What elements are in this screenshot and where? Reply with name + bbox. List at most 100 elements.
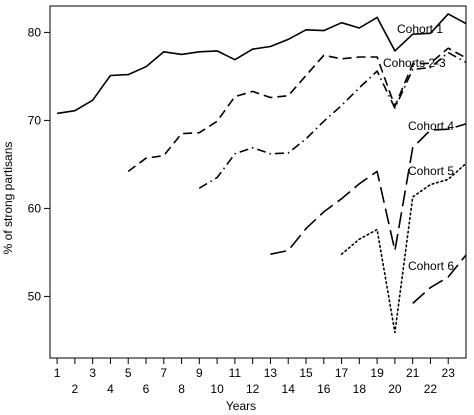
data-point xyxy=(359,239,360,240)
data-point xyxy=(234,153,235,154)
data-point xyxy=(217,50,218,51)
x-tick-label: 17 xyxy=(335,366,349,380)
data-point xyxy=(359,183,360,184)
data-point xyxy=(128,74,129,75)
data-point xyxy=(448,52,449,53)
x-tick-label: 16 xyxy=(317,382,331,396)
data-point xyxy=(146,158,147,159)
series-line xyxy=(412,254,467,304)
data-point xyxy=(270,97,271,98)
data-point xyxy=(323,30,324,31)
data-point xyxy=(110,75,111,76)
x-tick-label: 22 xyxy=(424,382,438,396)
series-2 xyxy=(198,51,467,189)
series-line xyxy=(340,162,467,334)
data-point xyxy=(128,171,129,172)
y-tick-label: 60 xyxy=(28,201,42,215)
data-point xyxy=(252,91,253,92)
data-point xyxy=(412,147,413,148)
data-point xyxy=(323,55,324,56)
series-0 xyxy=(56,13,467,115)
x-axis-title: Years xyxy=(226,399,256,413)
plot-border xyxy=(49,5,467,359)
data-point xyxy=(288,95,289,96)
data-point xyxy=(181,133,182,134)
x-tick-label: 9 xyxy=(196,366,203,380)
series-label: Cohorts 2-3 xyxy=(383,56,446,70)
data-point xyxy=(466,255,467,256)
x-tick-label: 6 xyxy=(143,382,150,396)
data-point xyxy=(466,123,467,124)
x-tick-label: 14 xyxy=(282,382,296,396)
plot-frame xyxy=(49,5,467,359)
data-point xyxy=(377,171,378,172)
x-tick-label: 15 xyxy=(299,366,313,380)
data-point xyxy=(466,163,467,164)
data-point xyxy=(377,229,378,230)
data-point xyxy=(448,13,449,14)
y-axis-title: % of strong partisans xyxy=(1,142,15,255)
data-point xyxy=(252,147,253,148)
data-point xyxy=(270,153,271,154)
data-point xyxy=(199,132,200,133)
data-point xyxy=(412,303,413,304)
data-point xyxy=(377,57,378,58)
data-point xyxy=(323,211,324,212)
data-point xyxy=(359,57,360,58)
data-point xyxy=(270,46,271,47)
data-point xyxy=(306,29,307,30)
data-point xyxy=(377,71,378,72)
x-tick-label: 8 xyxy=(178,382,185,396)
data-point xyxy=(341,58,342,59)
data-point xyxy=(394,250,395,251)
data-point xyxy=(466,23,467,24)
x-tick-label: 3 xyxy=(89,366,96,380)
data-point xyxy=(448,48,449,49)
data-point xyxy=(359,28,360,29)
series-layer xyxy=(56,13,467,334)
y-tick-label: 50 xyxy=(28,289,42,303)
x-tick-label: 2 xyxy=(72,382,79,396)
series-5 xyxy=(412,254,467,304)
data-point xyxy=(430,287,431,288)
data-point xyxy=(306,138,307,139)
y-tick-label: 80 xyxy=(28,25,42,39)
data-point xyxy=(394,50,395,51)
data-point xyxy=(217,121,218,122)
data-point xyxy=(430,184,431,185)
data-point xyxy=(199,51,200,52)
data-point xyxy=(341,22,342,23)
data-point xyxy=(288,250,289,251)
data-point xyxy=(341,254,342,255)
data-point xyxy=(181,54,182,55)
data-point xyxy=(163,51,164,52)
data-point xyxy=(323,121,324,122)
x-tick-label: 5 xyxy=(125,366,132,380)
x-axis: 1 3 5 7 9 11 13 15 17 19 21 232 4 6 8 10 12 14 16 18 20 22 xyxy=(54,358,455,396)
data-point xyxy=(448,179,449,180)
data-point xyxy=(466,62,467,63)
x-tick-label: 4 xyxy=(107,382,114,396)
data-point xyxy=(359,87,360,88)
data-point xyxy=(341,198,342,199)
x-tick-label: 10 xyxy=(210,382,224,396)
x-tick-label: 12 xyxy=(246,382,260,396)
data-point xyxy=(412,196,413,197)
data-point xyxy=(234,96,235,97)
data-point xyxy=(74,110,75,111)
data-point xyxy=(57,113,58,114)
y-axis: 50 60 70 80 xyxy=(28,25,50,303)
x-tick-label: 20 xyxy=(388,382,402,396)
series-1 xyxy=(127,47,467,173)
data-point xyxy=(146,66,147,67)
data-point xyxy=(377,17,378,18)
series-label: Cohort 6 xyxy=(408,259,454,273)
data-point xyxy=(163,155,164,156)
data-point xyxy=(234,59,235,60)
x-tick-label: 1 xyxy=(54,366,61,380)
data-point xyxy=(448,277,449,278)
data-point xyxy=(394,332,395,333)
x-tick-label: 18 xyxy=(353,382,367,396)
series-line xyxy=(198,51,467,189)
